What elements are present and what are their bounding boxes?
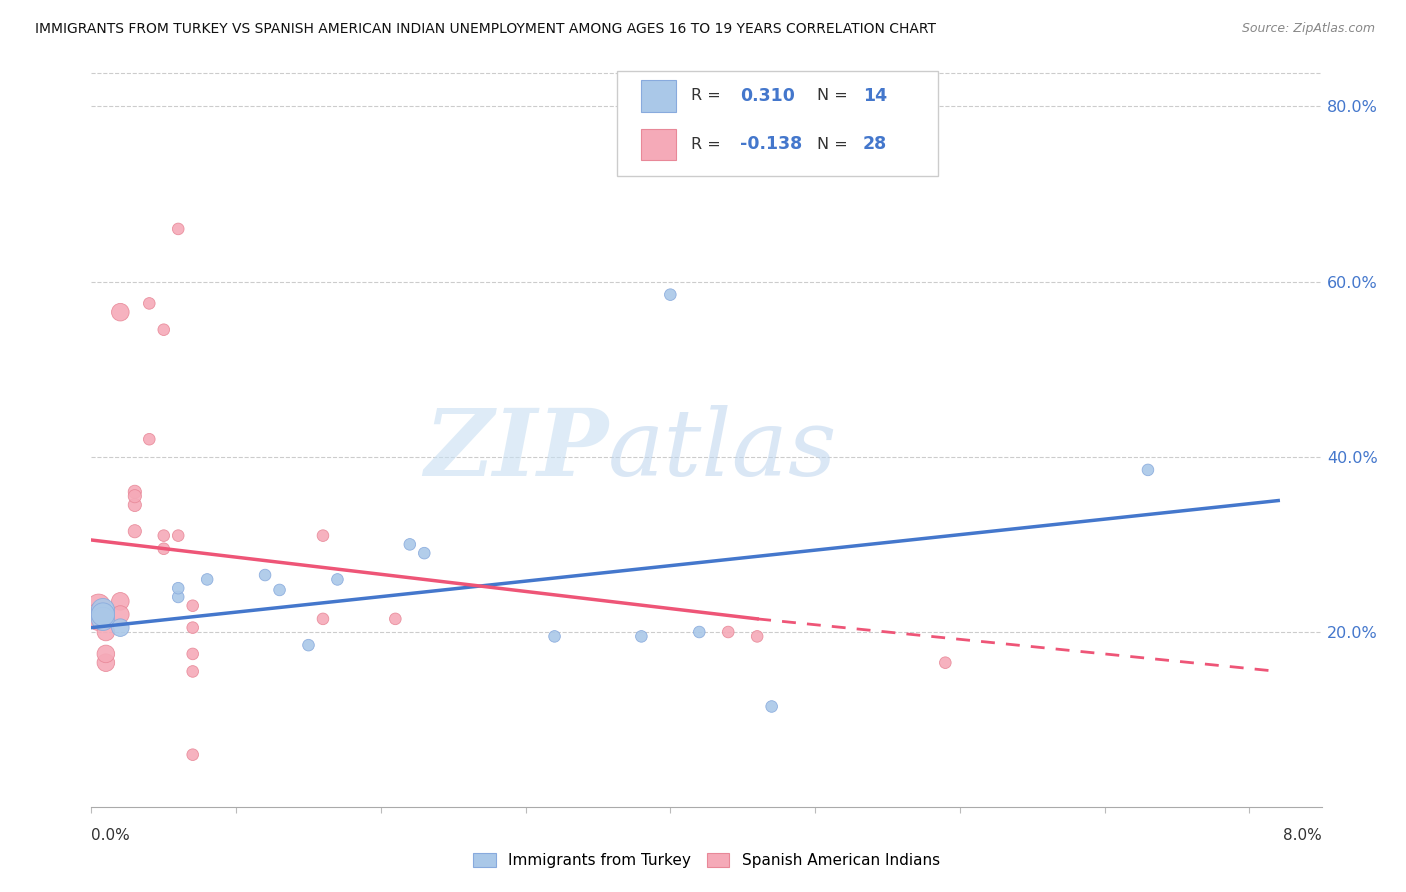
Point bbox=[167, 590, 190, 604]
Text: 28: 28 bbox=[863, 136, 887, 153]
Point bbox=[91, 607, 114, 622]
Point bbox=[254, 568, 277, 582]
Point bbox=[124, 489, 146, 503]
Point bbox=[688, 625, 710, 640]
Point bbox=[717, 625, 740, 640]
Point bbox=[269, 582, 291, 597]
Point bbox=[110, 607, 132, 622]
Point bbox=[138, 432, 160, 446]
Point bbox=[110, 621, 132, 635]
Text: N =: N = bbox=[817, 136, 853, 152]
Point bbox=[934, 656, 956, 670]
Text: 0.310: 0.310 bbox=[740, 87, 794, 105]
Point bbox=[152, 528, 174, 542]
Point bbox=[297, 638, 319, 652]
Text: R =: R = bbox=[690, 88, 725, 103]
FancyBboxPatch shape bbox=[641, 128, 676, 160]
FancyBboxPatch shape bbox=[617, 71, 938, 177]
Point bbox=[124, 484, 146, 499]
Point bbox=[91, 612, 114, 626]
Point bbox=[181, 621, 204, 635]
Point bbox=[167, 222, 190, 236]
Point bbox=[110, 594, 132, 608]
FancyBboxPatch shape bbox=[641, 80, 676, 112]
Point bbox=[167, 581, 190, 595]
Point bbox=[761, 699, 783, 714]
Text: 14: 14 bbox=[863, 87, 887, 105]
Point bbox=[152, 323, 174, 337]
Point bbox=[413, 546, 436, 560]
Point bbox=[181, 647, 204, 661]
Text: ZIP: ZIP bbox=[423, 405, 607, 495]
Point bbox=[630, 629, 652, 643]
Point bbox=[87, 599, 110, 613]
Point bbox=[94, 656, 117, 670]
Point bbox=[94, 647, 117, 661]
Text: IMMIGRANTS FROM TURKEY VS SPANISH AMERICAN INDIAN UNEMPLOYMENT AMONG AGES 16 TO : IMMIGRANTS FROM TURKEY VS SPANISH AMERIC… bbox=[35, 22, 936, 37]
Point bbox=[87, 607, 110, 622]
Point bbox=[94, 625, 117, 640]
Point bbox=[181, 747, 204, 762]
Text: atlas: atlas bbox=[607, 405, 838, 495]
Text: R =: R = bbox=[690, 136, 725, 152]
Point bbox=[543, 629, 565, 643]
Point bbox=[110, 305, 132, 319]
Point bbox=[659, 287, 682, 301]
Point bbox=[747, 629, 769, 643]
Text: N =: N = bbox=[817, 88, 853, 103]
Text: Source: ZipAtlas.com: Source: ZipAtlas.com bbox=[1241, 22, 1375, 36]
Point bbox=[124, 524, 146, 539]
Point bbox=[326, 573, 349, 587]
Point bbox=[138, 296, 160, 310]
Point bbox=[312, 612, 335, 626]
Text: -0.138: -0.138 bbox=[740, 136, 801, 153]
Point bbox=[181, 665, 204, 679]
Legend: Immigrants from Turkey, Spanish American Indians: Immigrants from Turkey, Spanish American… bbox=[474, 853, 939, 868]
Point bbox=[181, 599, 204, 613]
Text: 0.0%: 0.0% bbox=[91, 828, 131, 843]
Point bbox=[91, 603, 114, 617]
Point bbox=[87, 612, 110, 626]
Point bbox=[312, 528, 335, 542]
Point bbox=[124, 498, 146, 512]
Point bbox=[398, 537, 420, 551]
Point bbox=[152, 541, 174, 556]
Point bbox=[1136, 463, 1159, 477]
Text: 8.0%: 8.0% bbox=[1282, 828, 1322, 843]
Point bbox=[384, 612, 406, 626]
Point bbox=[167, 528, 190, 542]
Point bbox=[195, 573, 218, 587]
